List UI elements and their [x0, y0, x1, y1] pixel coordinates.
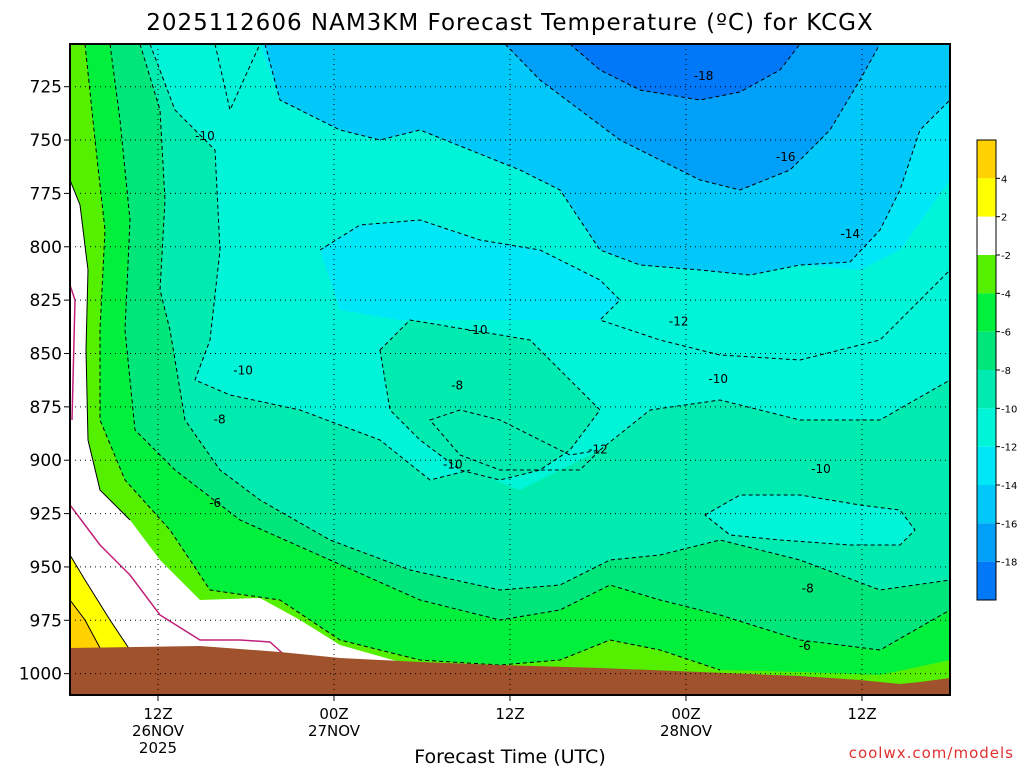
y-tick-label: 875	[30, 398, 62, 418]
y-tick-label: 925	[30, 505, 62, 525]
colorbar-bin	[977, 446, 996, 485]
contour-label: -6	[209, 496, 221, 510]
colorbar-bin	[977, 523, 996, 562]
colorbar-label: -6	[1001, 328, 1011, 339]
y-tick-label: 850	[30, 344, 62, 364]
contour-label: -8	[214, 413, 226, 427]
chart-title: 2025112606 NAM3KM Forecast Temperature (…	[146, 10, 874, 36]
contour-label: -10	[443, 457, 463, 471]
colorbar-bin	[977, 216, 996, 255]
contour-line-minus4	[84, 44, 721, 671]
colorbar-bin	[977, 561, 996, 600]
contour-label: -10	[708, 372, 728, 386]
y-tick-label: 950	[30, 558, 62, 578]
contour-line-minus6	[109, 44, 950, 651]
region-minus16-minus18	[505, 44, 880, 190]
terrain-surface	[70, 646, 950, 695]
x-tick-time: 00Z	[671, 705, 700, 723]
colorbar-bin	[977, 370, 996, 409]
credit-text: coolwx.com/models	[849, 744, 1014, 762]
x-tick-time: 12Z	[143, 705, 172, 723]
contour-labels: -18 -16 -14 -12 -10 -10 -10 -10 -10 -10 -8 -8 -8 -6 -6…	[195, 69, 860, 653]
y-tick-label: 750	[30, 131, 62, 151]
colorbar: 4 2 -2 -4 -6 -8 -10 -12 -14 -16 -18	[976, 139, 1017, 601]
contour-line-minus16	[504, 44, 881, 191]
y-tick-label: 975	[30, 611, 62, 631]
x-tick-date: 28NOV	[660, 722, 713, 740]
contour-label: -16	[776, 150, 796, 164]
region-minus10-minus12-lower	[705, 495, 915, 545]
y-axis: 725 750 775 800 825 850 875 900 925 950 975 1000	[19, 78, 70, 685]
colorbar-bin	[977, 485, 996, 524]
contour-line-minus10-a	[149, 44, 471, 481]
colorbar-bin	[977, 140, 996, 179]
colorbar-bin	[977, 293, 996, 332]
colorbar-label: -8	[1001, 366, 1011, 377]
contour-label: -10	[811, 462, 831, 476]
region-minus8-minus10-island	[380, 320, 600, 480]
colorbar-bin	[977, 178, 996, 217]
contour-line-minus2	[70, 179, 131, 521]
colorbar-label: -12	[1001, 443, 1017, 454]
contour-label: -10	[468, 323, 488, 337]
y-tick-label: 725	[30, 78, 62, 98]
x-tick-date: 26NOV	[132, 722, 185, 740]
y-tick-label: 800	[30, 238, 62, 258]
gridlines	[70, 44, 950, 695]
colorbar-bin	[977, 331, 996, 370]
region-minus6-minus8	[70, 44, 950, 695]
contour-line-minus8	[139, 44, 950, 591]
contour-line-minus10-c	[599, 379, 950, 451]
contour-label: -12	[669, 314, 689, 328]
region-minus12-minus14-upper	[320, 220, 620, 320]
colorbar-label: -16	[1001, 519, 1017, 530]
x-tick-date: 27NOV	[308, 722, 361, 740]
x-tick-time: 00Z	[319, 705, 348, 723]
contour-line-minus18	[569, 44, 801, 101]
contour-label: -12	[588, 443, 608, 457]
contour-line-plus2	[70, 554, 131, 651]
contour-label: -14	[840, 227, 860, 241]
y-tick-label: 825	[30, 291, 62, 311]
x-axis-label: Forecast Time (UTC)	[414, 746, 605, 768]
colorbar-label: -14	[1001, 481, 1017, 492]
contour-line-minus8-island	[429, 409, 602, 471]
colorbar-label: -18	[1001, 558, 1017, 569]
contour-line-minus14	[264, 44, 950, 276]
colorbar-label: 4	[1001, 174, 1007, 185]
colorbar-bin	[977, 408, 996, 447]
contour-label: -10	[233, 364, 253, 378]
freezing-line	[70, 284, 291, 661]
contour-line-minus10-d	[704, 494, 916, 546]
colorbar-label: 2	[1001, 213, 1007, 224]
colorbar-label: -10	[1001, 404, 1017, 415]
contour-label: -8	[802, 581, 814, 595]
x-tick-time: 12Z	[847, 705, 876, 723]
contour-label: -18	[694, 69, 714, 83]
y-tick-label: 1000	[19, 665, 62, 685]
contour-label: -10	[195, 129, 215, 143]
contour-label: -8	[451, 379, 463, 393]
colorbar-label: -4	[1001, 289, 1011, 300]
x-tick-year: 2025	[139, 739, 177, 757]
region-minus18-minus20	[570, 44, 800, 100]
contour-lines	[84, 44, 950, 671]
colorbar-bin	[977, 255, 996, 294]
x-tick-time: 12Z	[495, 705, 524, 723]
temperature-field: -18 -16 -14 -12 -10 -10 -10 -10 -10 -10 -8 -8 -8 -6 -6…	[70, 44, 950, 695]
y-tick-label: 900	[30, 451, 62, 471]
contour-line-minus12	[214, 44, 261, 112]
region-plus6-plus4	[70, 600, 100, 652]
y-tick-label: 775	[30, 184, 62, 204]
contour-label: -6	[799, 639, 811, 653]
colorbar-label: -2	[1001, 251, 1011, 262]
